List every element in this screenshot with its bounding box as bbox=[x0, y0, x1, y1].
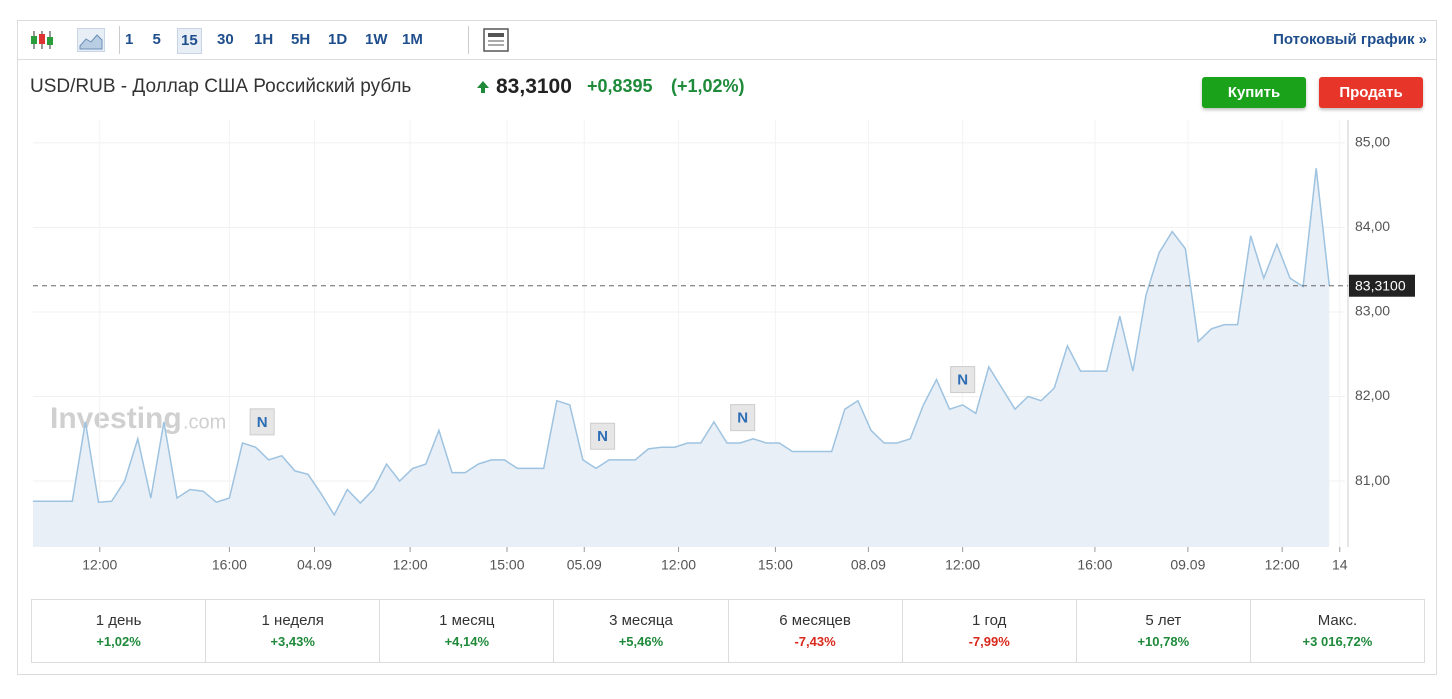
watermark: Investing bbox=[50, 402, 182, 435]
separator bbox=[468, 26, 469, 54]
price: 83,3100 bbox=[496, 75, 572, 98]
widget-frame bbox=[17, 20, 1437, 675]
performance-cell[interactable]: 6 месяцев -7,43% bbox=[729, 600, 903, 662]
x-tick-label: 08.09 bbox=[851, 557, 886, 573]
interval-button[interactable]: 1H bbox=[254, 31, 274, 48]
instrument-title: USD/RUB - Доллар США Российский рубль bbox=[30, 76, 412, 97]
separator bbox=[119, 26, 120, 54]
y-tick-label: 81,00 bbox=[1355, 472, 1390, 488]
interval-button[interactable]: 1D bbox=[328, 31, 348, 48]
last-price-box bbox=[1349, 274, 1415, 297]
news-marker-label: N bbox=[737, 410, 748, 427]
x-tick-label: 04.09 bbox=[297, 557, 332, 573]
performance-cell[interactable]: 5 лет +10,78% bbox=[1077, 600, 1251, 662]
area-fill bbox=[33, 168, 1330, 547]
sell-button[interactable]: Продать bbox=[1319, 77, 1423, 108]
news-icon[interactable] bbox=[483, 28, 509, 52]
news-marker-label: N bbox=[597, 428, 608, 445]
period-change: -7,99% bbox=[968, 634, 1010, 649]
interval-button[interactable]: 5H bbox=[291, 31, 311, 48]
performance-cell[interactable]: 1 год -7,99% bbox=[903, 600, 1077, 662]
y-tick-label: 84,00 bbox=[1355, 218, 1390, 234]
performance-cell[interactable]: 1 неделя +3,43% bbox=[206, 600, 381, 662]
y-tick-label: 82,00 bbox=[1355, 387, 1390, 403]
x-tick-label: 05.09 bbox=[567, 557, 602, 573]
buy-button[interactable]: Купить bbox=[1202, 77, 1306, 108]
x-tick-label: 16:00 bbox=[1077, 557, 1112, 573]
period-label: 1 год bbox=[971, 612, 1007, 629]
watermark-suffix: .com bbox=[183, 411, 226, 433]
period-label: 1 неделя bbox=[261, 612, 324, 629]
period-label: 6 месяцев bbox=[779, 612, 851, 629]
x-tick-label: 12:00 bbox=[1265, 557, 1300, 573]
area-icon[interactable] bbox=[77, 28, 105, 52]
period-change: +10,78% bbox=[1137, 634, 1190, 649]
stream-link[interactable]: Потоковый график » bbox=[1273, 31, 1427, 48]
up-arrow bbox=[477, 81, 489, 93]
change-percent: (+1,02%) bbox=[671, 76, 745, 96]
x-tick-label: 12:00 bbox=[945, 557, 980, 573]
x-tick-label: 12:00 bbox=[393, 557, 428, 573]
period-label: Макс. bbox=[1317, 612, 1358, 629]
price-line bbox=[33, 168, 1331, 517]
x-tick-label: 16:00 bbox=[212, 557, 247, 573]
x-tick-label: 14 bbox=[1332, 557, 1348, 573]
interval-button[interactable]: 30 bbox=[217, 31, 234, 48]
y-tick-label: 85,00 bbox=[1355, 134, 1390, 150]
period-label: 5 лет bbox=[1145, 612, 1182, 629]
performance-table: 1 день +1,02% 1 неделя +3,43% 1 месяц +4,14% 3… bbox=[31, 599, 1425, 663]
period-change: +4,14% bbox=[444, 634, 490, 649]
performance-cell[interactable]: 1 день +1,02% bbox=[32, 600, 207, 662]
news-marker-label: N bbox=[957, 372, 968, 389]
x-tick-label: 15:00 bbox=[758, 557, 793, 573]
x-tick-label: 09.09 bbox=[1170, 557, 1205, 573]
news-marker bbox=[950, 366, 976, 394]
performance-cell[interactable]: 1 месяц +4,14% bbox=[380, 600, 555, 662]
interval-button[interactable]: 15 bbox=[177, 28, 202, 54]
interval-button[interactable]: 5 bbox=[152, 31, 161, 48]
period-label: 3 месяца bbox=[609, 612, 673, 629]
interval-button[interactable]: 1M bbox=[402, 31, 423, 48]
period-change: -7,43% bbox=[794, 634, 836, 649]
news-marker bbox=[590, 422, 616, 450]
candles-icon[interactable] bbox=[29, 29, 55, 51]
interval-button[interactable]: 1W bbox=[365, 31, 388, 48]
x-tick-label: 12:00 bbox=[82, 557, 117, 573]
x-tick-label: 15:00 bbox=[489, 557, 524, 573]
period-change: +3 016,72% bbox=[1302, 634, 1373, 649]
period-label: 1 день bbox=[95, 612, 142, 629]
toolbar: 1 5 15 30 1H 5H 1D 1W 1M Потоковый график » bbox=[17, 20, 1437, 60]
news-marker bbox=[249, 408, 275, 436]
news-marker bbox=[730, 404, 756, 432]
period-change: +5,46% bbox=[618, 634, 664, 649]
performance-cell[interactable]: Макс. +3 016,72% bbox=[1251, 600, 1424, 662]
x-tick-label: 12:00 bbox=[661, 557, 696, 573]
news-marker-label: N bbox=[257, 414, 268, 431]
y-tick-label: 83,00 bbox=[1355, 303, 1390, 319]
period-change: +3,43% bbox=[270, 634, 315, 649]
last-price-label: 83,3100 bbox=[1355, 277, 1406, 293]
change: +0,8395 bbox=[587, 76, 653, 96]
interval-button[interactable]: 1 bbox=[125, 31, 134, 48]
period-label: 1 месяц bbox=[439, 612, 495, 629]
performance-cell[interactable]: 3 месяца +5,46% bbox=[554, 600, 729, 662]
period-change: +1,02% bbox=[96, 634, 141, 649]
